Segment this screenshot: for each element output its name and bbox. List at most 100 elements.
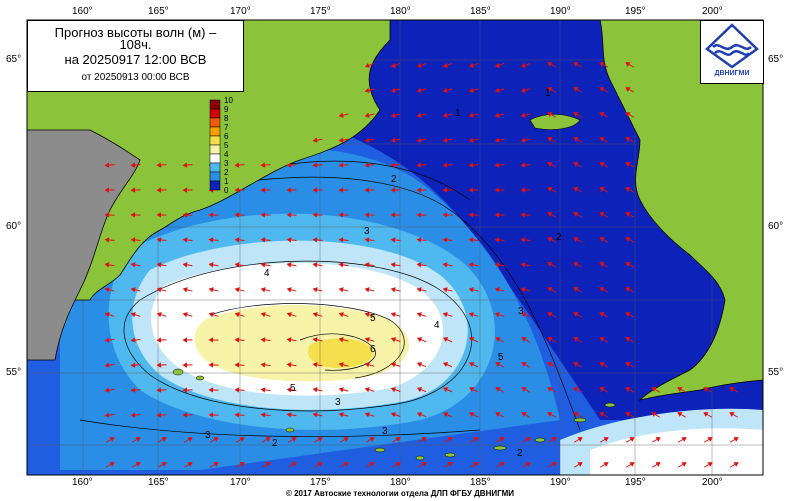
direction-arrowhead xyxy=(443,337,449,343)
direction-arrowhead xyxy=(599,162,605,167)
lon-label-top: 160° xyxy=(72,6,93,17)
direction-arrowhead xyxy=(573,287,579,292)
direction-arrowhead xyxy=(208,312,214,318)
direction-arrowhead xyxy=(468,137,474,143)
direction-arrowhead xyxy=(494,112,500,118)
direction-arrowhead xyxy=(573,262,579,267)
direction-arrowhead xyxy=(317,462,323,467)
direction-arrowhead xyxy=(312,187,318,193)
direction-arrowhead xyxy=(599,262,605,267)
direction-arrowhead xyxy=(625,387,631,392)
direction-arrowhead xyxy=(416,387,423,393)
direction-arrowhead xyxy=(338,287,344,293)
direction-arrowhead xyxy=(416,212,422,218)
direction-arrowhead xyxy=(130,237,136,243)
direction-arrowhead xyxy=(364,187,370,193)
direction-arrowhead xyxy=(286,312,292,318)
direction-arrowhead xyxy=(208,287,214,293)
scale-label: 4 xyxy=(224,150,229,159)
direction-arrowhead xyxy=(499,437,505,442)
direction-arrowhead xyxy=(130,387,136,393)
map-frame xyxy=(26,19,764,476)
contour-label: 3 xyxy=(364,226,370,237)
direction-arrowhead xyxy=(208,262,214,268)
direction-arrowhead xyxy=(655,462,661,467)
direction-arrowhead xyxy=(547,87,553,92)
direction-arrowhead xyxy=(625,337,631,342)
direction-arrowhead xyxy=(625,237,631,242)
direction-arrowhead xyxy=(286,162,292,168)
direction-arrowhead xyxy=(547,337,553,342)
direction-arrowhead xyxy=(416,112,422,118)
direction-arrowhead xyxy=(156,287,162,293)
direction-arrowhead xyxy=(547,187,553,192)
direction-arrowhead xyxy=(655,437,661,442)
direction-arrowhead xyxy=(130,412,136,418)
direction-arrowhead xyxy=(547,237,553,242)
direction-arrowhead xyxy=(208,412,214,418)
direction-arrowhead xyxy=(364,112,370,118)
direction-arrowhead xyxy=(416,262,422,268)
direction-arrowhead xyxy=(286,412,292,418)
direction-arrowhead xyxy=(494,312,500,318)
scale-label: 10 xyxy=(224,96,233,105)
direction-arrowhead xyxy=(265,437,271,442)
direction-arrowhead xyxy=(573,337,579,342)
direction-arrowhead xyxy=(317,437,323,442)
direction-arrowhead xyxy=(547,162,553,167)
direction-arrowhead xyxy=(369,437,375,442)
direction-arrowhead xyxy=(520,187,526,193)
direction-arrowhead xyxy=(104,187,110,193)
direction-arrowhead xyxy=(312,237,318,243)
direction-arrowhead xyxy=(104,412,110,418)
direction-arrowhead xyxy=(599,137,605,142)
direction-arrowhead xyxy=(104,287,110,293)
copyright-footer: © 2017 Автоcкие технологии отдела ДЛП ФГ… xyxy=(285,489,515,498)
direction-arrowhead xyxy=(625,412,631,417)
direction-arrowhead xyxy=(286,362,292,368)
direction-arrowhead xyxy=(599,112,605,117)
direction-arrowhead xyxy=(473,437,479,442)
direction-arrowhead xyxy=(338,112,344,118)
direction-arrowhead xyxy=(599,287,605,292)
title-line-2: на 20250917 12:00 ВСВ xyxy=(64,52,207,67)
direction-arrowhead xyxy=(234,337,240,343)
dvnigmi-logo: ДВНИГМИ xyxy=(700,20,764,84)
direction-arrowhead xyxy=(156,162,162,168)
direction-arrowhead xyxy=(312,162,318,168)
direction-arrowhead xyxy=(208,387,214,393)
direction-arrowhead xyxy=(312,362,318,368)
direction-arrowhead xyxy=(733,462,739,467)
logo-name: ДВНИГМИ xyxy=(714,70,750,77)
direction-arrowhead xyxy=(521,387,527,392)
direction-arrowhead xyxy=(286,387,292,393)
wave-direction-arrows xyxy=(104,62,739,468)
direction-arrowhead xyxy=(260,237,266,243)
direction-arrowhead xyxy=(599,212,605,217)
direction-arrowhead xyxy=(469,337,475,342)
lon-label-bottom: 185° xyxy=(470,477,491,488)
direction-arrowhead xyxy=(547,262,553,267)
direction-arrowhead xyxy=(338,262,344,268)
scale-label: 2 xyxy=(224,168,229,177)
direction-arrowhead xyxy=(130,362,136,368)
direction-arrowhead xyxy=(338,187,344,193)
direction-arrowhead xyxy=(520,212,526,218)
direction-arrowhead xyxy=(156,312,162,318)
direction-arrowhead xyxy=(234,162,240,168)
direction-arrowhead xyxy=(364,237,370,243)
direction-arrowhead xyxy=(573,362,579,367)
direction-arrowhead xyxy=(182,287,188,293)
direction-arrowhead xyxy=(390,187,396,193)
lon-label-top: 170° xyxy=(230,6,251,17)
lat-label-right: 60° xyxy=(768,221,784,232)
direction-arrowhead xyxy=(390,62,396,68)
direction-arrowhead xyxy=(442,212,448,218)
direction-arrowhead xyxy=(468,287,474,293)
direction-arrowhead xyxy=(364,62,370,68)
direction-arrowhead xyxy=(416,62,422,68)
direction-arrowhead xyxy=(364,337,370,343)
lon-label-bottom: 175° xyxy=(310,477,331,488)
direction-arrowhead xyxy=(495,412,501,417)
direction-arrowhead xyxy=(260,262,266,268)
